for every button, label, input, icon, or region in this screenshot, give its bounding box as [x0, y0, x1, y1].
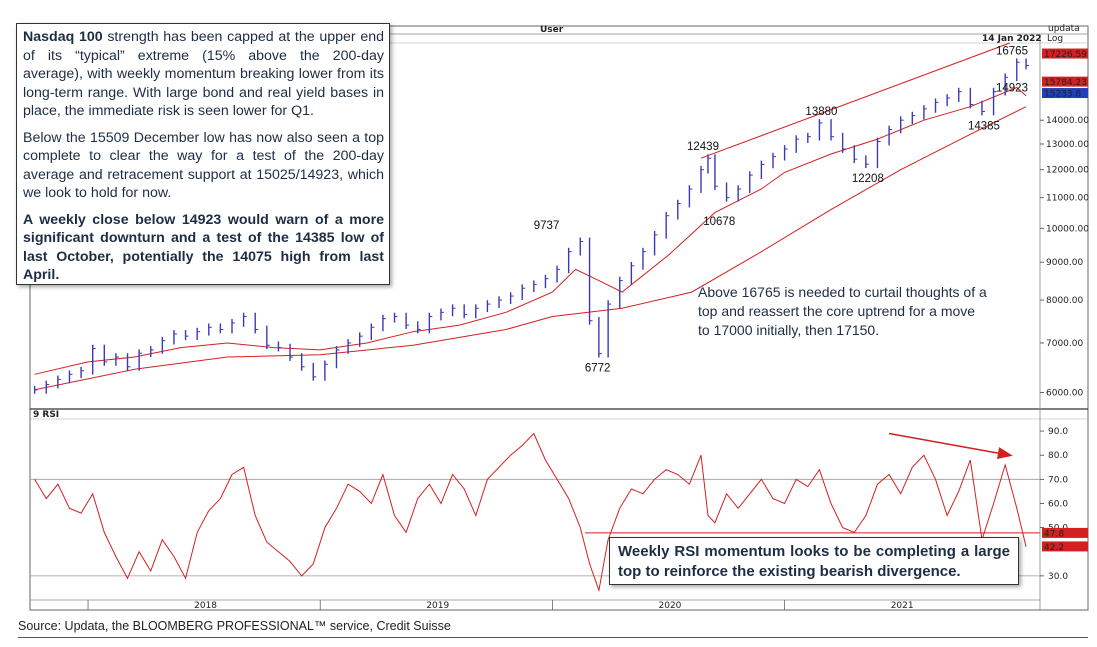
rsi-tag-bg [1042, 541, 1088, 552]
price-tick-label: 10000.00 [1046, 224, 1089, 234]
trendline [700, 42, 1010, 159]
bottom-rule [18, 637, 1088, 638]
rsi-tick-label: 90.0 [1048, 427, 1068, 437]
price-tag: 15233.8 [1044, 90, 1081, 100]
x-tick-label: 2018 [194, 601, 217, 611]
price-tick-label: 11000.00 [1046, 194, 1089, 204]
rsi-tag: 42.2 [1044, 543, 1064, 553]
price-tag-bg [1042, 76, 1088, 87]
commentary-p1-text: strength has been capped at the upper en… [23, 29, 384, 119]
scale-label: Log [1047, 34, 1063, 44]
header-date: 14 Jan 2022 [982, 34, 1042, 44]
commentary-index-name: Nasdaq 100 [23, 29, 103, 45]
rsi-label: 9 RSI [33, 410, 59, 420]
rsi-tick-label: 60.0 [1048, 499, 1068, 509]
price-tick-label: 14000.00 [1046, 116, 1089, 126]
rsi-line [34, 432, 1027, 593]
price-annotation: 9737 [534, 220, 560, 232]
price-annotation: 12439 [687, 141, 719, 153]
price-tick-label: 6000.00 [1046, 389, 1083, 399]
upper-trend-note: Above 16765 is needed to curtail thought… [698, 284, 987, 338]
price-tick-label: 8000.00 [1046, 296, 1083, 306]
source-line: Source: Updata, the BLOOMBERG PROFESSION… [18, 619, 451, 633]
x-tick-label: 2019 [426, 601, 449, 611]
rsi-tag-bg [1042, 527, 1088, 538]
commentary-box: Nasdaq 100 strength has been capped at t… [16, 23, 390, 285]
rsi-tick-label: 30.0 [1048, 572, 1068, 582]
price-annotation: 12208 [852, 173, 884, 185]
commentary-paragraph-1: Nasdaq 100 strength has been capped at t… [23, 28, 384, 121]
price-tag: 15784.23 [1044, 78, 1087, 88]
price-annotation: 16765 [996, 45, 1028, 57]
price-annotation: 10678 [703, 216, 735, 228]
price-tag-bg [1042, 88, 1088, 99]
commentary-paragraph-2: Below the 15509 December low has now als… [23, 129, 384, 202]
price-annotation: 14923 [996, 83, 1028, 95]
rsi-tick-label: 70.0 [1048, 475, 1068, 485]
rsi-commentary-box: Weekly RSI momentum looks to be completi… [609, 537, 1019, 585]
x-tick-label: 2020 [659, 601, 682, 611]
divergence-arrow [888, 432, 1013, 459]
price-tick-label: 7000.00 [1046, 339, 1083, 349]
price-annotation: 6772 [585, 363, 611, 375]
header-center-label: User [540, 25, 564, 35]
price-tag: 17226.59 [1044, 50, 1087, 60]
header-brand: updata [1048, 24, 1080, 34]
rsi-tag: 47.8 [1044, 529, 1064, 539]
price-annotation: 13880 [805, 106, 837, 118]
moving-average-line [34, 106, 1027, 391]
rsi-tick-label: 80.0 [1048, 451, 1068, 461]
commentary-paragraph-3: A weekly close below 14923 would warn of… [23, 211, 384, 284]
price-tick-label: 12000.00 [1046, 166, 1089, 176]
x-tick-label: 2021 [891, 601, 914, 611]
price-tag-bg [1042, 48, 1088, 59]
price-tick-label: 9000.00 [1046, 258, 1083, 268]
price-tick-label: 13000.00 [1046, 140, 1089, 150]
price-annotation: 14385 [968, 120, 1000, 132]
